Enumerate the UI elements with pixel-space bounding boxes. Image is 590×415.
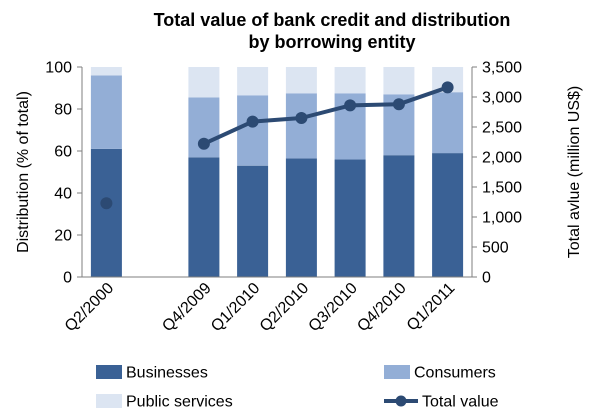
right-tick-label-5: 2,500	[482, 120, 522, 137]
bar-businesses-5	[334, 159, 366, 277]
right-tick-label-4: 2,000	[482, 150, 522, 167]
x-tick-label-2: Q4/2009	[159, 280, 214, 335]
x-tick-label-0: Q2/2000	[62, 280, 117, 335]
total-value-line-segment-1	[203, 85, 449, 146]
bar-consumers-3	[237, 95, 269, 166]
bar-businesses-6	[383, 155, 415, 277]
right-axis-label: Total avlue (million US$)	[566, 86, 583, 259]
bar-consumers-7	[432, 92, 464, 154]
total-value-point-6	[392, 98, 405, 111]
x-tick-label-4: Q2/2010	[257, 280, 312, 335]
left-tick-label-3: 60	[54, 144, 72, 161]
legend-label-total-value: Total value	[422, 394, 499, 411]
legend-label-consumers: Consumers	[414, 365, 496, 382]
bar-public-services-0	[90, 67, 122, 76]
legend-swatch-businesses	[96, 365, 122, 379]
chart-title-line-2: by borrowing entity	[248, 32, 415, 52]
right-tick-label-0: 0	[482, 270, 491, 287]
legend-marker-total-value	[395, 395, 407, 407]
left-axis-label: Distribution (% of total)	[15, 91, 32, 253]
axes	[81, 67, 473, 278]
right-tick-label-3: 1,500	[482, 180, 522, 197]
bar-stacks	[90, 67, 464, 277]
total-value-line	[100, 81, 454, 210]
chart-title-line-1: Total value of bank credit and distribut…	[154, 10, 511, 30]
bar-consumers-0	[90, 75, 122, 149]
bar-public-services-5	[334, 67, 366, 94]
legend: Businesses Consumers Public services Total …	[96, 365, 499, 411]
x-tick-label-5: Q3/2010	[305, 280, 360, 335]
right-tick-label-6: 3,000	[482, 90, 522, 107]
left-tick-label-0: 0	[63, 270, 72, 287]
left-tick-label-5: 100	[45, 60, 72, 77]
total-value-point-4	[295, 112, 308, 124]
right-axis-ticks: 0 500 1,000 1,500 2,000 2,500 3,000 3,500	[472, 60, 522, 287]
right-tick-label-1: 500	[482, 240, 509, 257]
total-value-point-3	[246, 115, 259, 128]
left-tick-label-1: 20	[54, 228, 72, 245]
left-axis-ticks: 0 20 40 60 80 100	[45, 60, 82, 287]
total-value-point-7	[441, 81, 454, 94]
legend-label-public-services: Public services	[126, 394, 233, 411]
x-axis-ticks: Q2/2000 Q4/2009Q1/2010Q2/2010Q3/2010Q4/20…	[62, 280, 459, 335]
bar-businesses-4	[285, 158, 317, 277]
x-tick-label-7: Q1/2011	[404, 280, 459, 335]
bar-businesses-7	[432, 153, 464, 277]
bar-public-services-6	[383, 67, 415, 95]
bar-businesses-3	[237, 165, 269, 277]
total-value-point-5	[344, 99, 357, 112]
bar-public-services-3	[237, 67, 269, 96]
legend-swatch-consumers	[384, 365, 410, 379]
total-value-point-0	[100, 197, 113, 210]
bar-businesses-0	[90, 148, 122, 277]
bar-public-services-4	[285, 67, 317, 94]
bar-public-services-2	[188, 67, 220, 98]
right-tick-label-2: 1,000	[482, 210, 522, 227]
right-tick-label-7: 3,500	[482, 60, 522, 77]
left-tick-label-2: 40	[54, 186, 72, 203]
chart-title: Total value of bank credit and distribut…	[154, 10, 511, 52]
legend-label-businesses: Businesses	[126, 365, 208, 382]
total-value-point-2	[197, 137, 210, 150]
bar-businesses-2	[188, 157, 220, 277]
bar-consumers-4	[285, 93, 317, 159]
x-tick-label-3: Q1/2010	[208, 280, 263, 335]
x-tick-label-6: Q4/2010	[354, 280, 409, 335]
left-tick-label-4: 80	[54, 102, 72, 119]
legend-swatch-public-services	[96, 394, 122, 408]
